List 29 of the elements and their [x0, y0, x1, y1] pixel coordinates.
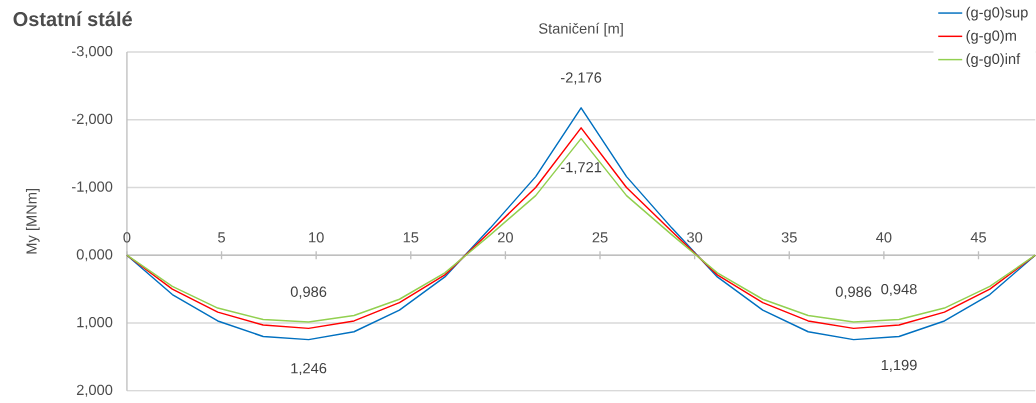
x-tick-label: 35	[781, 232, 797, 243]
chart-title: Ostatní stálé	[13, 11, 132, 27]
x-tick-label: 25	[592, 232, 608, 243]
y-tick-label: 0,000	[76, 249, 113, 262]
annotation: 0,948	[881, 284, 917, 297]
annotation: -1,721	[560, 162, 602, 175]
annotation: -2,176	[560, 72, 602, 85]
annotation: 1,199	[881, 359, 917, 373]
y-tick-label: 1,000	[77, 317, 113, 330]
annotation: 0,986	[290, 286, 327, 299]
annotation: 0,986	[835, 286, 872, 299]
legend-label: (g-g0)sup	[966, 6, 1028, 21]
y-axis-title: My [MNm]	[25, 189, 40, 254]
x-tick-label: 5	[218, 232, 225, 243]
x-tick-label: 10	[309, 232, 324, 243]
y-tick-label: 2,000	[76, 384, 113, 397]
x-tick-label: 15	[403, 232, 419, 243]
legend-label: (g-g0)inf	[966, 53, 1021, 68]
x-tick-label: 30	[687, 232, 703, 243]
x-tick-label: 20	[497, 232, 513, 243]
y-tick-label: -1,000	[71, 181, 113, 194]
legend-label: (g-g0)m	[966, 30, 1016, 44]
y-tick-label: -3,000	[71, 46, 113, 59]
x-axis-title: Staničení [m]	[539, 22, 623, 37]
annotation: 1,246	[291, 363, 327, 376]
x-tick-label: 40	[876, 232, 892, 243]
x-tick-label: 45	[970, 232, 987, 243]
x-tick-label: 0	[123, 232, 131, 243]
y-tick-label: -2,000	[71, 113, 113, 126]
